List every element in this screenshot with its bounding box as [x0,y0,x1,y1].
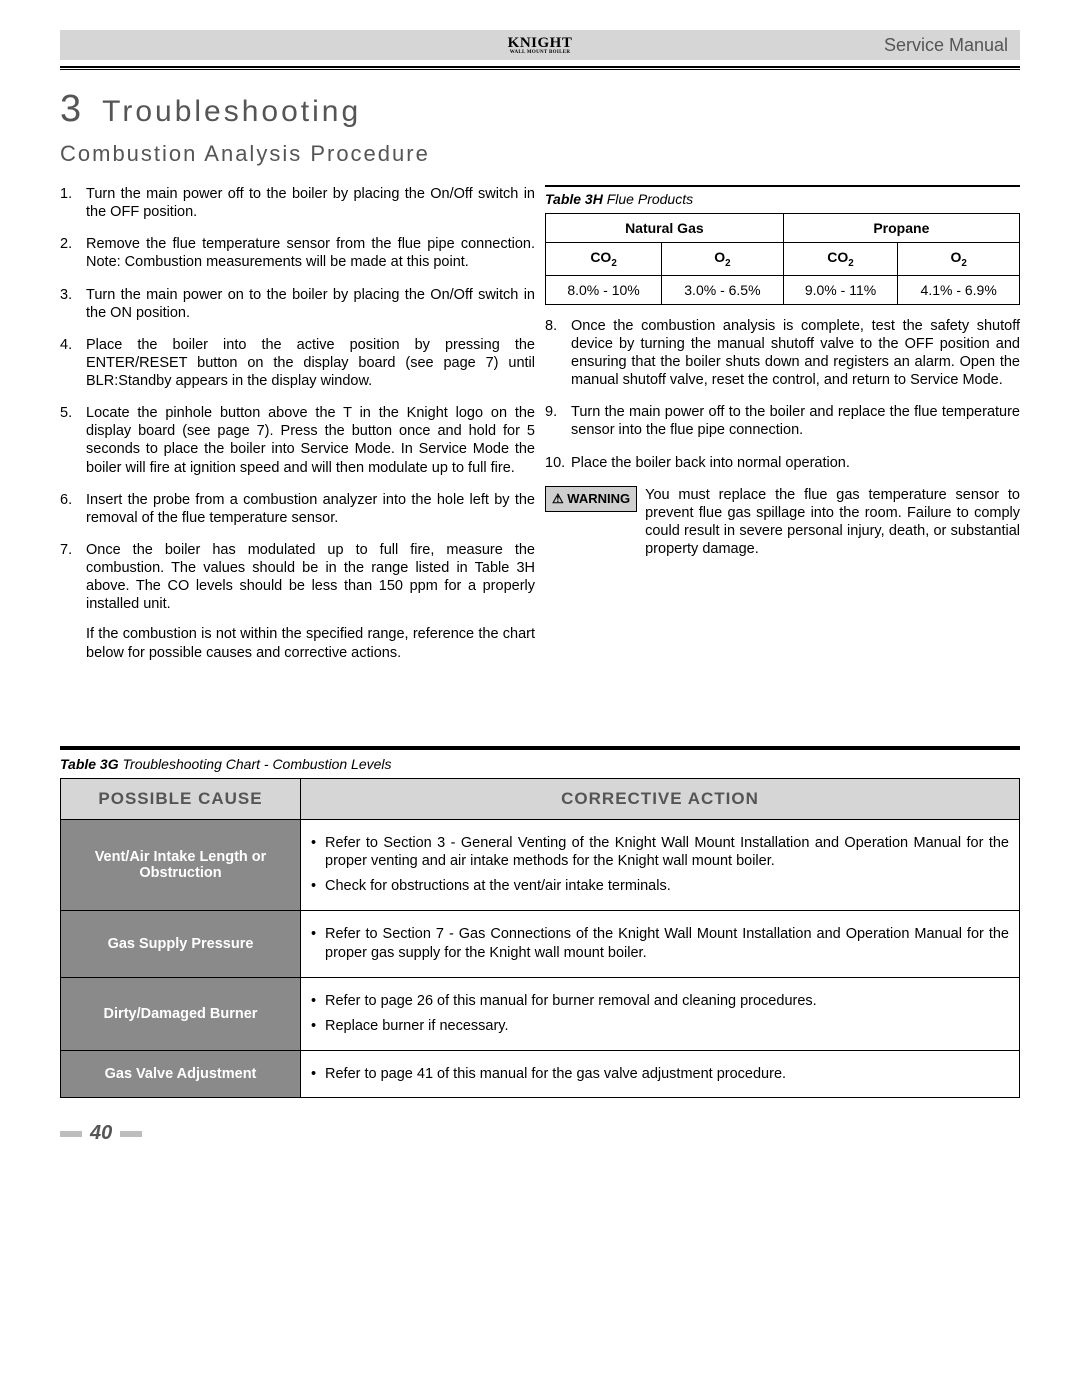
cause-cell: Dirty/Damaged Burner [61,977,301,1050]
section-number: 3 [60,88,84,130]
brand-logo: KNIGHT WALL MOUNT BOILER [508,35,573,55]
col-ng-co2: CO2 [546,243,662,276]
cause-cell: Gas Supply Pressure [61,911,301,978]
step-number: 9. [545,403,557,421]
table3h-caption-bold: Table 3H [545,191,603,207]
table3h-caption: Table 3H Flue Products [545,191,1020,207]
col-propane: Propane [783,214,1019,243]
procedure-step: 4.Place the boiler into the active posit… [60,336,535,390]
action-cell: Refer to page 41 of this manual for the … [301,1050,1020,1098]
header-rule-thick [60,66,1020,68]
page-footer: 40 [60,1122,1020,1145]
col-possible-cause: POSSIBLE CAUSE [61,778,301,819]
logo-main: KNIGHT [508,35,573,51]
logo-sub: WALL MOUNT BOILER [508,50,573,55]
step-number: 2. [60,235,72,253]
procedure-step: 6.Insert the probe from a combustion ana… [60,491,535,527]
cell-p-co2: 9.0% - 11% [783,275,898,304]
procedure-step: 1.Turn the main power off to the boiler … [60,185,535,221]
procedure-step: 2.Remove the flue temperature sensor fro… [60,235,535,271]
procedure-step: 8.Once the combustion analysis is comple… [545,317,1020,390]
content-columns: 1.Turn the main power off to the boiler … [60,185,1020,676]
table3h-flue-products: Natural Gas Propane CO2 O2 CO2 O2 8.0% -… [545,213,1020,305]
table3h-caption-rest: Flue Products [607,191,693,207]
col-p-o2: O2 [898,243,1020,276]
cause-cell: Vent/Air Intake Length or Obstruction [61,819,301,911]
table3g-troubleshooting: POSSIBLE CAUSE CORRECTIVE ACTION Vent/Ai… [60,778,1020,1099]
col-p-co2: CO2 [783,243,898,276]
col-natural-gas: Natural Gas [546,214,784,243]
cell-p-o2: 4.1% - 6.9% [898,275,1020,304]
action-item: Refer to page 41 of this manual for the … [311,1065,1009,1084]
table-row: Dirty/Damaged Burner Refer to page 26 of … [61,977,1020,1050]
warning-block: ⚠ WARNING You must replace the flue gas … [545,486,1020,559]
table-row: Gas Supply Pressure Refer to Section 7 - … [61,911,1020,978]
footer-dash-left [60,1131,82,1137]
page-header: KNIGHT WALL MOUNT BOILER Service Manual [60,30,1020,60]
procedure-step: 10.Place the boiler back into normal ope… [545,454,1020,472]
procedure-step: 5.Locate the pinhole button above the T … [60,404,535,477]
table-row: Gas Valve Adjustment Refer to page 41 of … [61,1050,1020,1098]
warning-badge: ⚠ WARNING [545,486,637,512]
col-corrective-action: CORRECTIVE ACTION [301,778,1020,819]
table3g-caption: Table 3G Troubleshooting Chart - Combust… [60,756,1020,772]
step-number: 5. [60,404,72,422]
action-cell: Refer to page 26 of this manual for burn… [301,977,1020,1050]
action-item: Refer to page 26 of this manual for burn… [311,992,1009,1011]
section-divider [60,746,1020,750]
procedure-step: 9.Turn the main power off to the boiler … [545,403,1020,439]
action-item: Refer to Section 3 - General Venting of … [311,834,1009,872]
left-column: 1.Turn the main power off to the boiler … [60,185,535,676]
cause-cell: Gas Valve Adjustment [61,1050,301,1098]
table-row: Vent/Air Intake Length or Obstruction Ref… [61,819,1020,911]
step-number: 4. [60,336,72,354]
procedure-step: 3.Turn the main power on to the boiler b… [60,286,535,322]
step-number: 8. [545,317,557,335]
table3g-caption-rest: Troubleshooting Chart - Combustion Level… [123,756,392,772]
page-number: 40 [90,1122,112,1145]
action-cell: Refer to Section 3 - General Venting of … [301,819,1020,911]
step-number: 7. [60,541,72,559]
action-item: Check for obstructions at the vent/air i… [311,877,1009,896]
step-number: 3. [60,286,72,304]
cell-ng-co2: 8.0% - 10% [546,275,662,304]
section-title-text: Troubleshooting [102,95,361,128]
action-item: Replace burner if necessary. [311,1017,1009,1036]
doc-type: Service Manual [572,35,1008,56]
procedure-list-left: 1.Turn the main power off to the boiler … [60,185,535,662]
col-ng-o2: O2 [662,243,784,276]
warning-text: You must replace the flue gas temperatur… [645,486,1020,559]
header-rule-thin [60,69,1020,70]
section-title: 3 Troubleshooting [60,88,1020,131]
step-number: 10. [545,454,565,472]
subsection-title: Combustion Analysis Procedure [60,141,1020,167]
action-item: Refer to Section 7 - Gas Connections of … [311,925,1009,963]
action-cell: Refer to Section 7 - Gas Connections of … [301,911,1020,978]
procedure-step: 7.Once the boiler has modulated up to fu… [60,541,535,662]
right-column: Table 3H Flue Products Natural Gas Propa… [545,185,1020,676]
table3g-caption-bold: Table 3G [60,756,119,772]
footer-dash-right [120,1131,142,1137]
step-number: 6. [60,491,72,509]
step-number: 1. [60,185,72,203]
table3h-top-rule [545,185,1020,187]
step-subtext: If the combustion is not within the spec… [86,625,535,661]
cell-ng-o2: 3.0% - 6.5% [662,275,784,304]
procedure-list-right: 8.Once the combustion analysis is comple… [545,317,1020,472]
